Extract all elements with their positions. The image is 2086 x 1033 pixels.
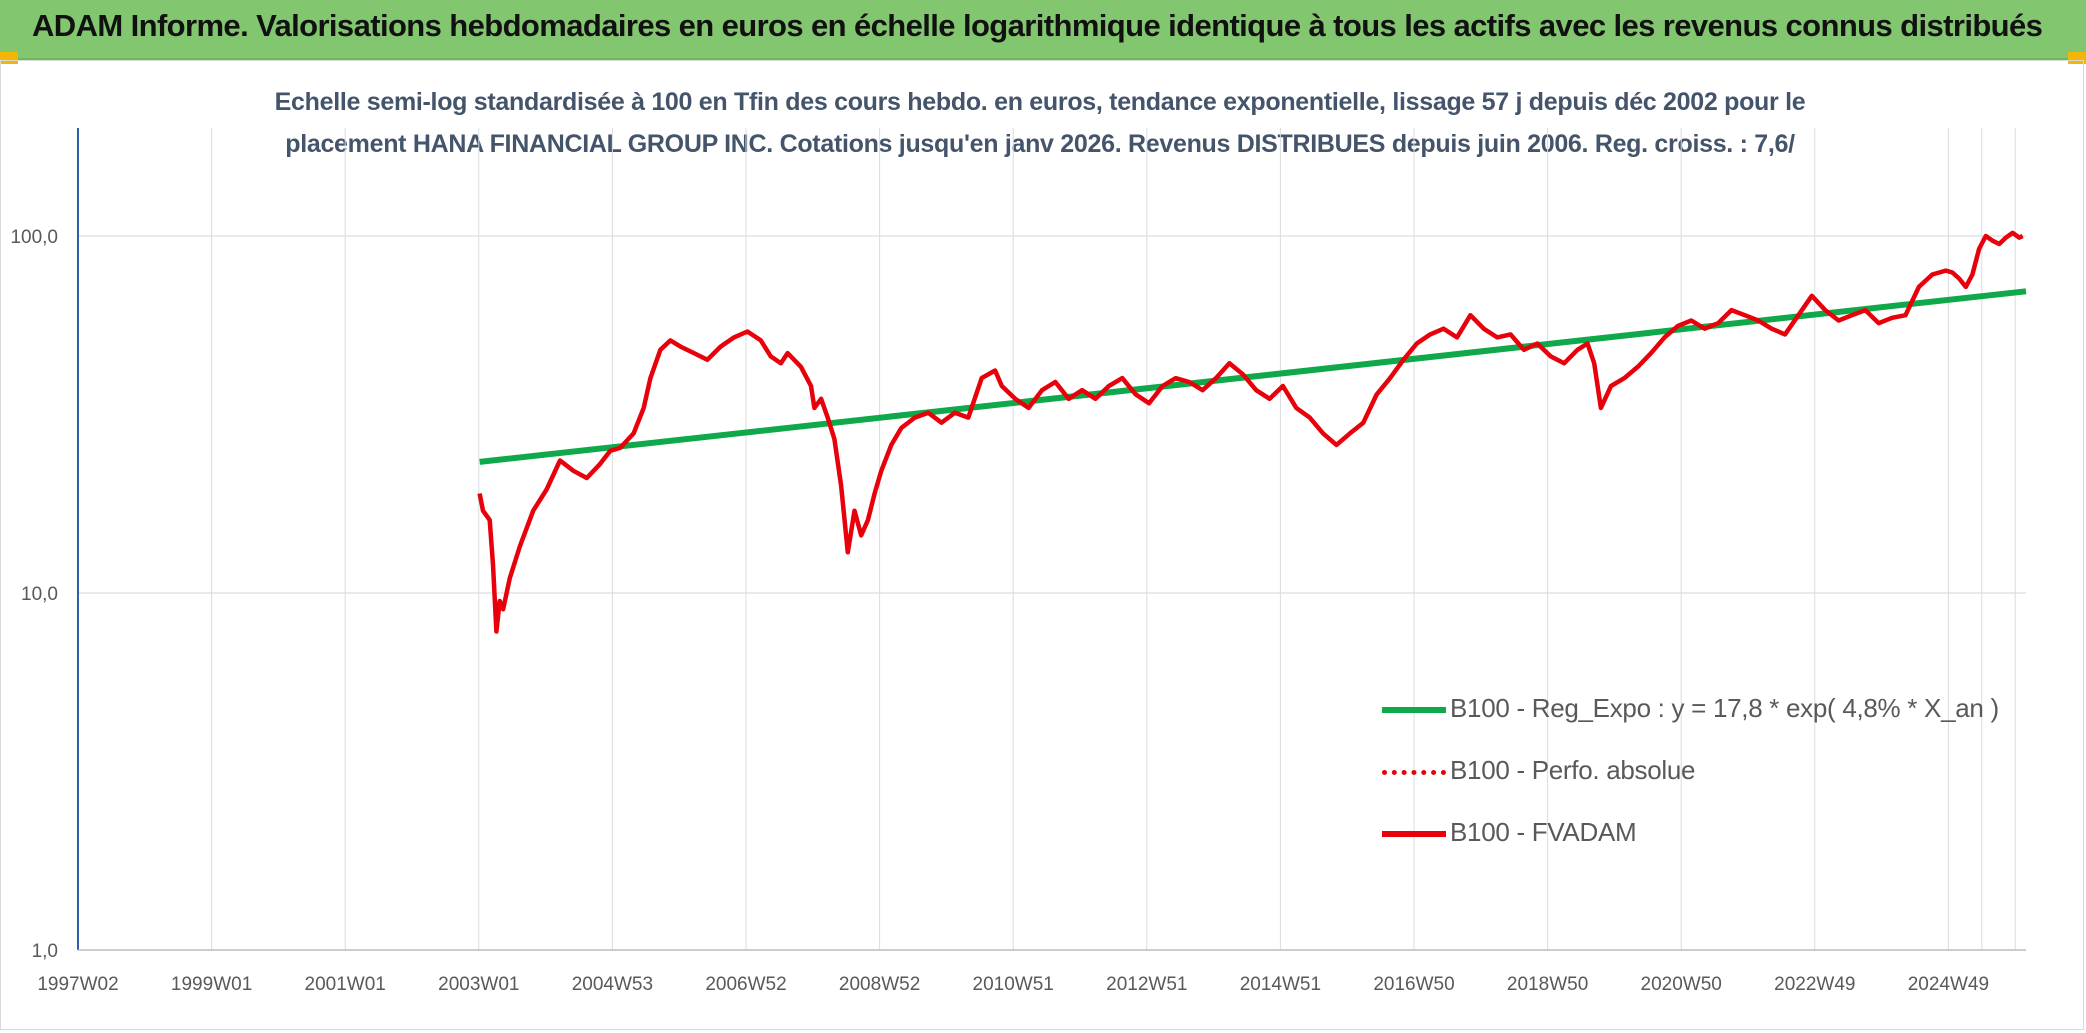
x-tick-label: 2014W51 — [1240, 974, 1321, 995]
x-tick-label: 2006W52 — [705, 974, 786, 995]
report-banner: ADAM Informe. Valorisations hebdomadaire… — [0, 0, 2086, 60]
x-tick-label: 2008W52 — [839, 974, 920, 995]
x-tick-label: 2016W50 — [1373, 974, 1454, 995]
x-tick-label: 2018W50 — [1507, 974, 1588, 995]
fvadam-series-line — [477, 230, 2024, 634]
x-tick-label: 2004W53 — [572, 974, 653, 995]
y-tick-label: 100,0 — [10, 227, 58, 248]
legend-swatch-fvadam — [1382, 831, 1446, 837]
legend-label-perfo: B100 - Perfo. absolue — [1450, 755, 1696, 785]
x-tick-label: 2003W01 — [438, 974, 519, 995]
x-tick-label: 2024W49 — [1908, 974, 1989, 995]
x-tick-label: 1997W02 — [37, 974, 118, 995]
x-tick-label: 1999W01 — [171, 974, 252, 995]
corner-marker-left — [0, 52, 18, 64]
chart-frame — [0, 60, 2084, 1030]
y-tick-label: 10,0 — [21, 584, 58, 605]
legend-label-fvadam: B100 - FVADAM — [1450, 817, 1637, 847]
x-tick-label: 2020W50 — [1641, 974, 1722, 995]
chart-subtitle-line-2: placement HANA FINANCIAL GROUP INC. Cota… — [285, 130, 1795, 158]
legend-swatch-perfo — [1382, 770, 1446, 775]
report-title: ADAM Informe. Valorisations hebdomadaire… — [32, 8, 2043, 43]
trend-series-line — [479, 288, 2027, 465]
legend-swatch-trend — [1382, 707, 1446, 713]
x-tick-label: 2022W49 — [1774, 974, 1855, 995]
x-tick-label: 2012W51 — [1106, 974, 1187, 995]
legend-label-trend: B100 - Reg_Expo : y = 17,8 * exp( 4,8% *… — [1450, 693, 1999, 723]
chart-subtitle-line-1: Echelle semi-log standardisée à 100 en T… — [274, 88, 1806, 116]
y-tick-label: 1,0 — [32, 941, 58, 962]
corner-marker-right — [2068, 52, 2086, 64]
x-tick-label: 2001W01 — [305, 974, 386, 995]
x-tick-label: 2010W51 — [973, 974, 1054, 995]
